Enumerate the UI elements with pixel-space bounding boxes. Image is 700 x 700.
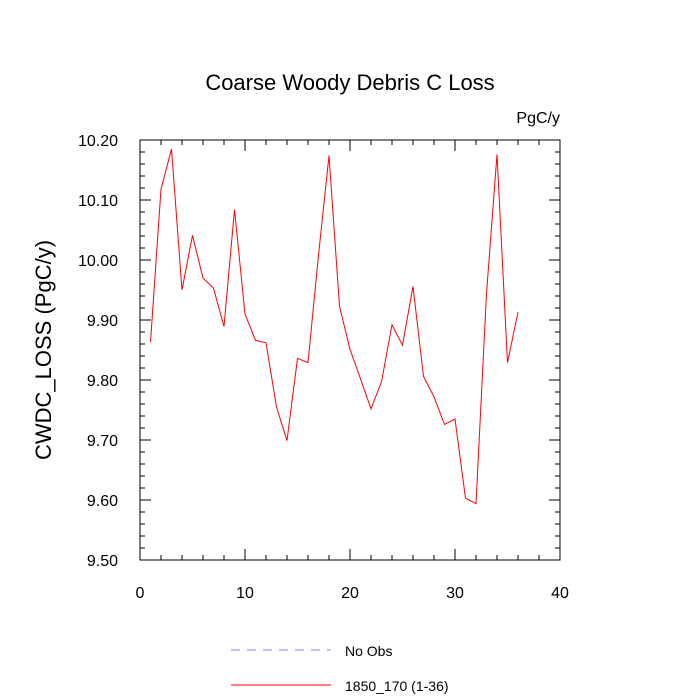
y-tick-label: 9.70 — [87, 433, 118, 450]
x-tick-label: 0 — [136, 585, 145, 602]
y-tick-label: 9.90 — [87, 313, 118, 330]
axes: 0 10 20 30 40 9.50 9.60 9.70 9.80 9.90 10.00 10.10 1… — [78, 133, 569, 602]
legend-label: No Obs — [345, 643, 392, 659]
y-axis-label: CWDC_LOSS (PgC/y) — [31, 240, 56, 460]
x-tick-label: 30 — [446, 585, 464, 602]
series-line — [150, 148, 519, 505]
legend: No Obs 1850_170 (1-36) — [231, 643, 449, 694]
y-tick-label: 9.50 — [87, 553, 118, 570]
y-tick-label: 10.20 — [78, 133, 118, 150]
x-tick-label: 10 — [236, 585, 254, 602]
units-label: PgC/y — [516, 110, 560, 127]
y-tick-label: 9.60 — [87, 493, 118, 510]
chart-title: Coarse Woody Debris C Loss — [205, 70, 494, 95]
series-layer — [150, 148, 519, 505]
y-tick-label: 10.10 — [78, 193, 118, 210]
y-tick-label: 10.00 — [78, 253, 118, 270]
x-tick-label: 20 — [341, 585, 359, 602]
y-tick-label: 9.80 — [87, 373, 118, 390]
x-tick-label: 40 — [551, 585, 569, 602]
legend-label: 1850_170 (1-36) — [345, 678, 449, 694]
